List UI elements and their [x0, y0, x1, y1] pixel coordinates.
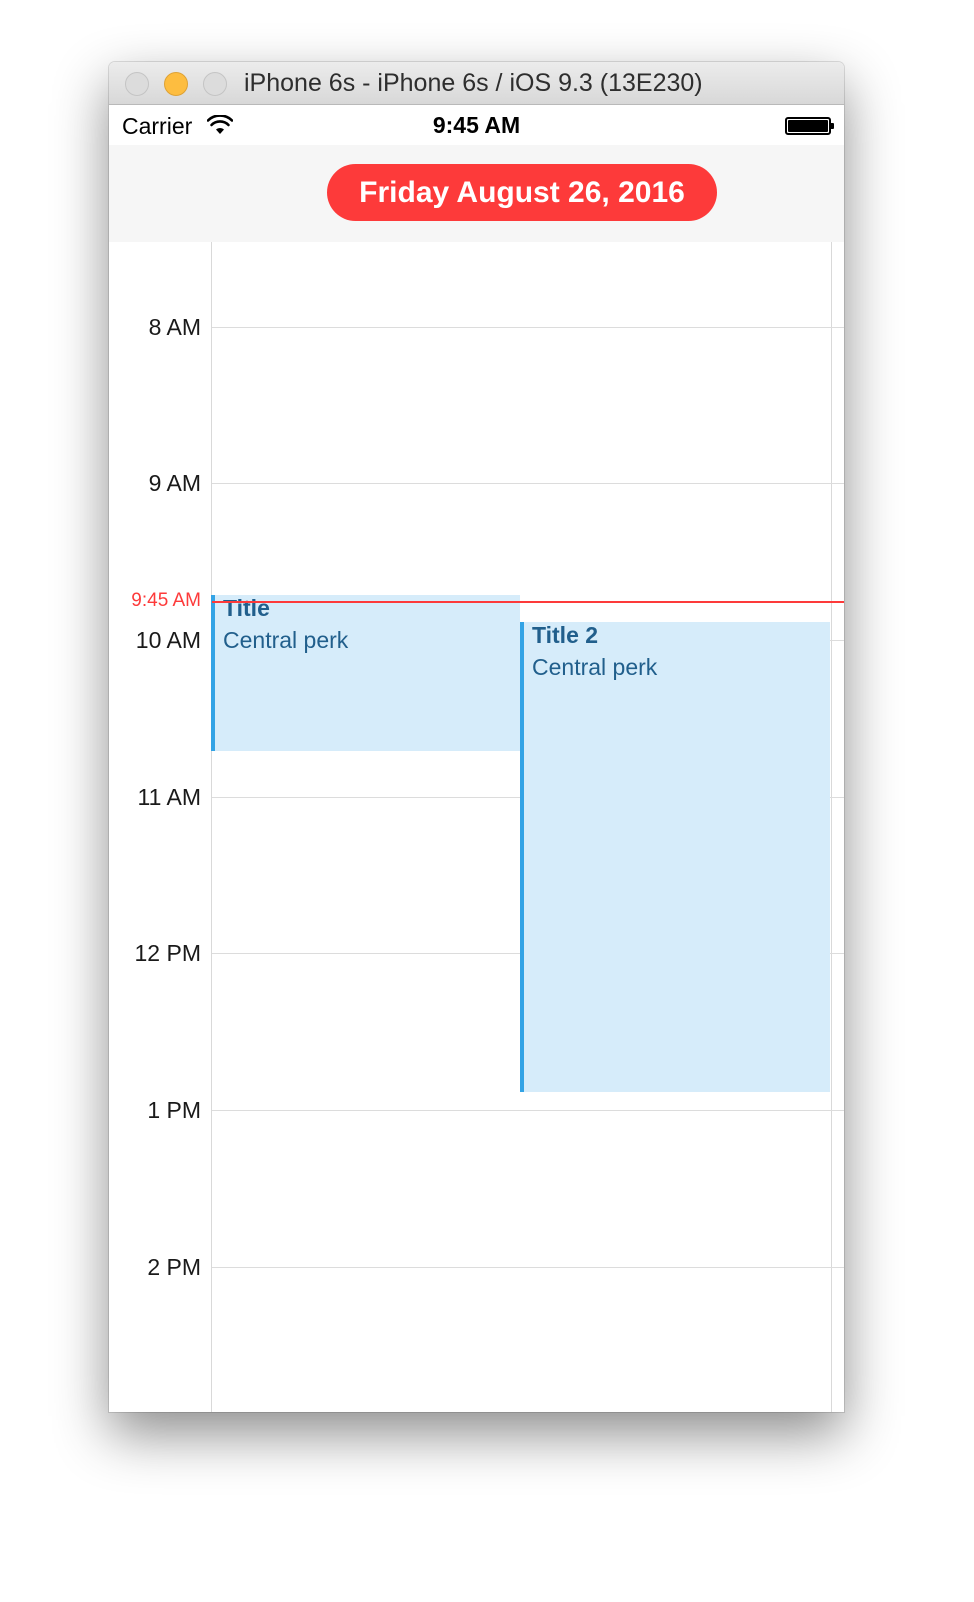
- current-time-label: 9:45 AM: [131, 590, 201, 611]
- hour-label: 1 PM: [147, 1097, 201, 1123]
- hour-line-8am: [212, 327, 844, 328]
- event-location: Central perk: [223, 627, 349, 653]
- ios-status-bar: Carrier 9:45 AM: [109, 105, 844, 145]
- current-time-line: [212, 601, 844, 603]
- time-column-divider: [211, 242, 212, 1412]
- window-titlebar[interactable]: iPhone 6s - iPhone 6s / iOS 9.3 (13E230): [109, 62, 844, 105]
- battery-icon: [785, 117, 834, 135]
- hour-line-1pm: [212, 1110, 844, 1111]
- event-block[interactable]: Title 2 Central perk: [520, 622, 830, 1092]
- event-block[interactable]: Title Central perk: [211, 595, 520, 751]
- status-time: 9:45 AM: [432, 112, 521, 138]
- day-timeline[interactable]: 8 AM 9 AM 10 AM 11 AM 12 PM 1 PM 2 PM Ti…: [109, 242, 844, 1412]
- hour-label: 11 AM: [137, 784, 202, 810]
- hour-line-2pm: [212, 1267, 844, 1268]
- event-title: Title: [223, 595, 270, 621]
- event-location: Central perk: [532, 654, 658, 680]
- simulator-window: iPhone 6s - iPhone 6s / iOS 9.3 (13E230)…: [109, 62, 844, 1412]
- window-title: iPhone 6s - iPhone 6s / iOS 9.3 (13E230): [244, 69, 703, 97]
- close-window-button[interactable]: [125, 72, 149, 96]
- zoom-window-button[interactable]: [203, 72, 227, 96]
- date-title-button[interactable]: Friday August 26, 2016: [327, 164, 717, 221]
- hour-line-9am: [212, 483, 844, 484]
- hour-label: 9 AM: [148, 470, 201, 496]
- hour-label: 2 PM: [147, 1254, 201, 1280]
- right-edge-divider: [831, 242, 832, 1412]
- minimize-window-button[interactable]: [164, 72, 188, 96]
- event-title: Title 2: [532, 622, 599, 648]
- hour-label: 10 AM: [135, 627, 201, 653]
- date-header: Friday August 26, 2016: [109, 145, 844, 242]
- hour-label: 8 AM: [148, 314, 201, 340]
- wifi-icon: [207, 115, 233, 134]
- hour-label: 12 PM: [134, 940, 201, 966]
- carrier-label: Carrier: [122, 113, 193, 139]
